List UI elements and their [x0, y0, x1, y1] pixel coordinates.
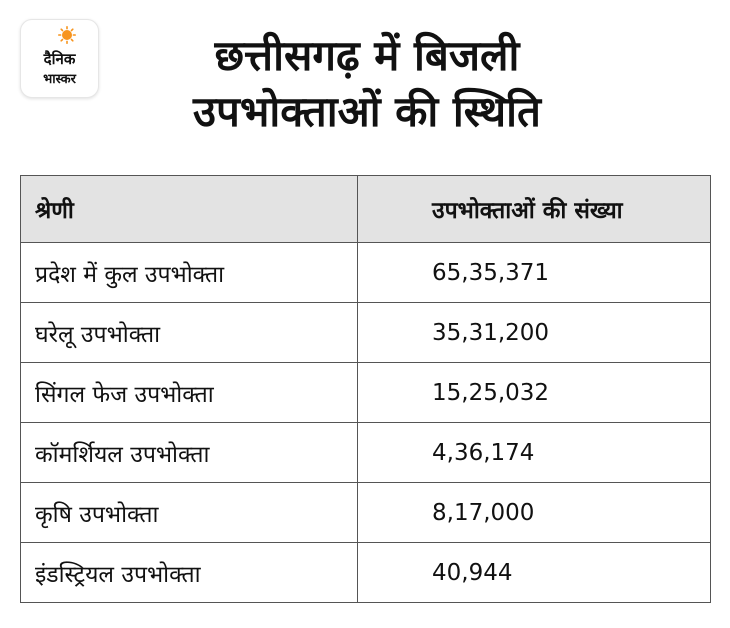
consumer-table: श्रेणी उपभोक्ताओं की संख्या प्रदेश में क…: [20, 175, 711, 603]
table-row: सिंगल फेज उपभोक्ता 15,25,032: [20, 362, 711, 423]
table-header-row: श्रेणी उपभोक्ताओं की संख्या: [20, 175, 711, 243]
logo-text-line2: भास्कर: [43, 72, 76, 87]
count-cell: 35,31,200: [357, 302, 711, 363]
header-category: श्रेणी: [20, 175, 358, 243]
title-line-2: उपभोक्ताओं की स्थिति: [193, 87, 541, 136]
category-cell: कॉमर्शियल उपभोक्ता: [20, 422, 358, 483]
count-cell: 15,25,032: [357, 362, 711, 423]
category-cell: प्रदेश में कुल उपभोक्ता: [20, 242, 358, 303]
dainik-bhaskar-logo: दैनिक भास्कर: [20, 19, 99, 98]
category-cell: इंडस्ट्रियल उपभोक्ता: [20, 542, 358, 603]
count-cell: 65,35,371: [357, 242, 711, 303]
header-count: उपभोक्ताओं की संख्या: [357, 175, 711, 243]
count-cell: 4,36,174: [357, 422, 711, 483]
table-row: कॉमर्शियल उपभोक्ता 4,36,174: [20, 422, 711, 483]
category-cell: सिंगल फेज उपभोक्ता: [20, 362, 358, 423]
table-row: घरेलू उपभोक्ता 35,31,200: [20, 302, 711, 363]
table-row: कृषि उपभोक्ता 8,17,000: [20, 482, 711, 543]
logo-text-line1: दैनिक: [43, 50, 76, 68]
sun-icon: [58, 26, 76, 44]
page-title: छत्तीसगढ़ में बिजली उपभोक्ताओं की स्थिति: [112, 28, 622, 140]
count-cell: 8,17,000: [357, 482, 711, 543]
table-row: इंडस्ट्रियल उपभोक्ता 40,944: [20, 542, 711, 603]
category-cell: घरेलू उपभोक्ता: [20, 302, 358, 363]
count-cell: 40,944: [357, 542, 711, 603]
table-row: प्रदेश में कुल उपभोक्ता 65,35,371: [20, 242, 711, 303]
title-line-1: छत्तीसगढ़ में बिजली: [214, 31, 520, 80]
category-cell: कृषि उपभोक्ता: [20, 482, 358, 543]
